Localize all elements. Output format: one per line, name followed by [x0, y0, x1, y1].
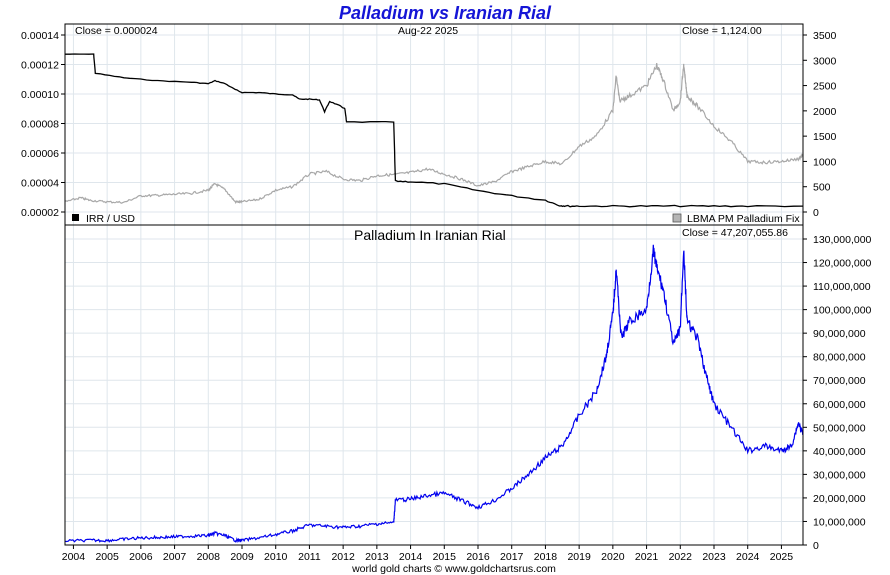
x-tick-label: 2015 [433, 551, 457, 563]
legend-irr-swatch [72, 214, 79, 221]
top-close-right: Close = 1,124.00 [682, 25, 762, 37]
bottom-close: Close = 47,207,055.86 [682, 227, 788, 239]
x-tick-label: 2005 [95, 551, 119, 563]
top-date: Aug-22 2025 [398, 25, 458, 37]
x-tick-label: 2024 [736, 551, 760, 563]
x-tick-label: 2004 [62, 551, 86, 563]
footer-credit: world gold charts © www.goldchartsrus.co… [351, 563, 556, 575]
x-tick-label: 2022 [669, 551, 693, 563]
bottom-right-tick-label: 100,000,000 [813, 305, 872, 317]
top-left-tick-label: 0.00010 [21, 89, 59, 101]
bottom-right-tick-label: 60,000,000 [813, 399, 866, 411]
top-right-tick-label: 3500 [813, 30, 837, 42]
top-left-tick-label: 0.00008 [21, 119, 59, 131]
bottom-right-tick-label: 30,000,000 [813, 469, 866, 481]
bottom-right-tick-label: 130,000,000 [813, 234, 872, 246]
top-left-tick-label: 0.00014 [21, 30, 59, 42]
top-close-left: Close = 0.000024 [75, 25, 158, 37]
x-tick-label: 2007 [163, 551, 187, 563]
bottom-subtitle: Palladium In Iranian Rial [354, 227, 506, 243]
palladium-series-line [64, 63, 804, 205]
top-right-tick-label: 2500 [813, 81, 837, 93]
x-tick-label: 2013 [365, 551, 389, 563]
x-tick-label: 2016 [466, 551, 490, 563]
bottom-right-tick-label: 20,000,000 [813, 493, 866, 505]
legend-palladium-label: LBMA PM Palladium Fix [687, 213, 800, 225]
bottom-panel-grid [65, 225, 803, 546]
bottom-right-tick-label: 80,000,000 [813, 352, 866, 364]
x-tick-label: 2021 [635, 551, 659, 563]
top-right-tick-label: 500 [813, 182, 831, 194]
palladium-in-rial-series-line [64, 244, 804, 544]
bottom-right-tick-label: 120,000,000 [813, 258, 872, 270]
bottom-right-tick-label: 40,000,000 [813, 446, 866, 458]
x-tick-label: 2012 [331, 551, 355, 563]
top-panel-grid [65, 24, 803, 225]
x-tick-label: 2020 [601, 551, 625, 563]
bottom-right-tick-label: 0 [813, 540, 819, 552]
x-tick-label: 2018 [534, 551, 558, 563]
top-left-tick-label: 0.00002 [21, 207, 59, 219]
chart-title: Palladium vs Iranian Rial [339, 3, 552, 23]
x-axis: 2004 2005 2006 2007 2008 2009 2010 2011 2012 2013… [62, 545, 794, 563]
bottom-right-tick-label: 90,000,000 [813, 328, 866, 340]
top-right-tick-label: 1000 [813, 156, 837, 168]
x-tick-label: 2011 [298, 551, 321, 563]
x-tick-label: 2017 [500, 551, 524, 563]
irr-series-line [65, 53, 804, 208]
bottom-right-tick-label: 50,000,000 [813, 422, 866, 434]
bottom-right-tick-label: 110,000,000 [813, 281, 871, 293]
top-left-tick-label: 0.00004 [21, 178, 59, 190]
top-left-axis: 0.00014 0.00012 0.00010 0.00008 0.00006 0.000… [21, 30, 65, 219]
top-right-tick-label: 1500 [813, 131, 837, 143]
bottom-right-axis: 130,000,000 120,000,000 110,000,000 100,000… [803, 234, 872, 552]
top-right-tick-label: 0 [813, 207, 819, 219]
x-tick-label: 2014 [399, 551, 423, 563]
x-tick-label: 2010 [264, 551, 288, 563]
bottom-right-tick-label: 10,000,000 [813, 516, 866, 528]
x-tick-label: 2009 [230, 551, 254, 563]
legend-palladium-swatch [672, 213, 682, 223]
legend-irr-label: IRR / USD [86, 213, 135, 225]
x-tick-label: 2008 [197, 551, 221, 563]
x-tick-label: 2023 [702, 551, 726, 563]
x-tick-label: 2019 [567, 551, 591, 563]
top-right-tick-label: 3000 [813, 55, 837, 67]
x-tick-label: 2025 [770, 551, 794, 563]
x-tick-label: 2006 [129, 551, 153, 563]
top-right-axis: 3500 3000 2500 2000 1500 1000 500 0 [803, 30, 837, 219]
top-right-tick-label: 2000 [813, 106, 837, 118]
top-left-tick-label: 0.00006 [21, 148, 59, 160]
bottom-right-tick-label: 70,000,000 [813, 375, 866, 387]
top-left-tick-label: 0.00012 [21, 60, 59, 72]
bottom-panel-frame [64, 224, 804, 546]
